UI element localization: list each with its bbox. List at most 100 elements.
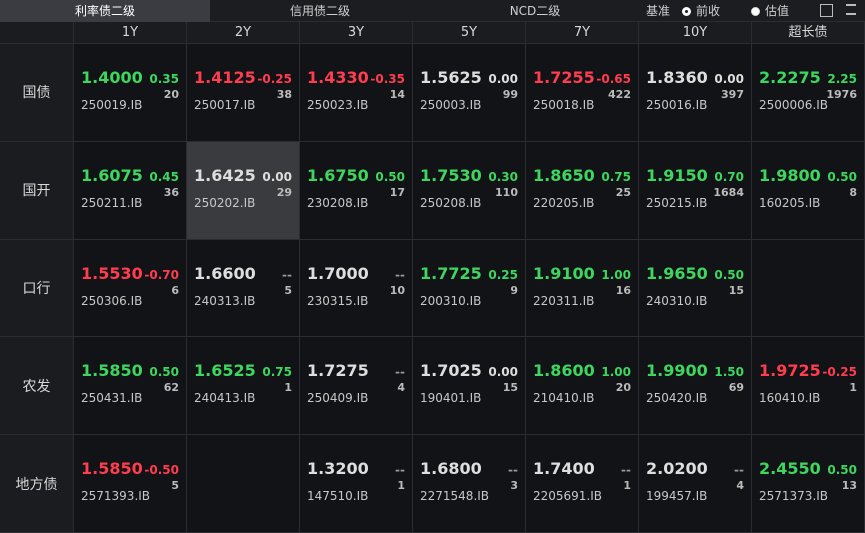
volume: 110: [495, 185, 518, 199]
menu-icon[interactable]: [846, 4, 856, 15]
change: 0.25: [488, 267, 518, 282]
quote-cell[interactable]: 1.6075 0.45 36 250211.IB: [74, 141, 187, 240]
change: -0.25: [822, 365, 857, 380]
quote-cell[interactable]: 2.0200 -- 4 199457.IB: [639, 435, 752, 533]
row-header: 口行: [0, 239, 74, 338]
bond-code: 220311.IB: [533, 293, 595, 308]
yield: 1.7530: [420, 165, 482, 185]
quote-cell[interactable]: 1.7255 -0.65 422 250018.IB: [526, 44, 639, 142]
corner: [0, 22, 74, 44]
volume: 99: [502, 88, 518, 101]
quote-cell[interactable]: 2.4550 0.50 13 2571373.IB: [752, 435, 865, 533]
quote-cell[interactable]: 1.6800 -- 3 2271548.IB: [413, 435, 526, 533]
volume: 14: [389, 88, 405, 101]
quote-cell[interactable]: 1.3200 -- 1 147510.IB: [300, 435, 413, 533]
quote-cell[interactable]: 1.7725 0.25 9 200310.IB: [413, 239, 526, 338]
volume: 1: [623, 479, 631, 493]
bond-code: 250017.IB: [194, 98, 256, 112]
column-header: 5Y: [413, 22, 526, 44]
change: 0.00: [714, 72, 744, 86]
quote-cell[interactable]: 1.9725 -0.25 1 160410.IB: [752, 337, 865, 436]
radio-button[interactable]: [751, 7, 760, 16]
yield: 1.6075: [81, 165, 143, 185]
quote-cell[interactable]: 1.9150 0.70 1684 250215.IB: [639, 141, 752, 240]
bond-code: 2205691.IB: [533, 489, 603, 504]
bond-code: 250431.IB: [81, 391, 143, 406]
column-header: 7Y: [526, 22, 639, 44]
radio-label: 前收: [696, 4, 721, 18]
radio-option[interactable]: 估值: [751, 0, 789, 22]
change: 0.50: [714, 267, 744, 282]
quote-cell[interactable]: 1.7025 0.00 15 190401.IB: [413, 337, 526, 436]
bond-code: 240413.IB: [194, 391, 256, 406]
column-header: 3Y: [300, 22, 413, 44]
yield: 1.5850: [81, 459, 143, 479]
quote-cell[interactable]: 1.4330 -0.35 14 250023.IB: [300, 44, 413, 142]
quote-cell[interactable]: 1.9650 0.50 15 240310.IB: [639, 239, 752, 338]
radio-button[interactable]: [682, 7, 691, 16]
quote-cell[interactable]: 1.8360 0.00 397 250016.IB: [639, 44, 752, 142]
quote-cell[interactable]: 1.6425 0.00 29 250202.IB: [187, 141, 300, 240]
quote-cell[interactable]: 1.5530 -0.70 6 250306.IB: [74, 239, 187, 338]
volume: 17: [389, 185, 405, 199]
volume: 4: [397, 381, 405, 395]
bond-code: 250420.IB: [646, 391, 708, 406]
yield: 1.6800: [420, 459, 482, 479]
quote-cell[interactable]: 1.5850 0.50 62 250431.IB: [74, 337, 187, 436]
quote-cell[interactable]: 1.7400 -- 1 2205691.IB: [526, 435, 639, 533]
bond-code: 2500006.IB: [759, 98, 829, 112]
bond-code: 160205.IB: [759, 195, 821, 210]
tab[interactable]: 信用债二级: [289, 4, 350, 18]
yield: 1.9900: [646, 361, 708, 381]
quote-cell[interactable]: 1.4125 -0.25 38 250017.IB: [187, 44, 300, 142]
quote-cell: [752, 239, 865, 338]
yield: 1.7000: [307, 263, 369, 283]
quote-cell[interactable]: 1.6600 -- 5 240313.IB: [187, 239, 300, 338]
change: 0.35: [149, 72, 179, 86]
column-header: 2Y: [187, 22, 300, 44]
quote-cell[interactable]: 1.7530 0.30 110 250208.IB: [413, 141, 526, 240]
yield: 1.9650: [646, 263, 708, 283]
change: --: [621, 463, 631, 478]
volume: 29: [276, 185, 292, 199]
change: -0.35: [370, 72, 405, 86]
bond-code: 147510.IB: [307, 489, 369, 504]
volume: 36: [163, 185, 179, 199]
volume: 1: [849, 381, 857, 395]
tab[interactable]: NCD二级: [509, 4, 561, 18]
quote-cell[interactable]: 1.7000 -- 10 230315.IB: [300, 239, 413, 338]
volume: 69: [728, 381, 744, 395]
volume: 5: [284, 283, 292, 297]
yield: 1.4000: [81, 68, 143, 87]
quote-cell[interactable]: 1.7275 -- 4 250409.IB: [300, 337, 413, 436]
quote-cell[interactable]: 1.5850 -0.50 5 2571393.IB: [74, 435, 187, 533]
change: 0.50: [375, 169, 405, 184]
volume: 1684: [713, 185, 744, 199]
row-header: 国开: [0, 141, 74, 240]
change: 1.00: [601, 267, 631, 282]
quote-cell[interactable]: 1.9900 1.50 69 250420.IB: [639, 337, 752, 436]
quote-cell[interactable]: 1.9100 1.00 16 220311.IB: [526, 239, 639, 338]
yield: 1.8600: [533, 361, 595, 381]
quote-cell[interactable]: 1.4000 0.35 20 250019.IB: [74, 44, 187, 142]
quote-cell[interactable]: 1.9800 0.50 8 160205.IB: [752, 141, 865, 240]
change: -0.70: [144, 267, 179, 282]
yield: 1.9725: [759, 361, 821, 381]
radio-option[interactable]: 前收: [682, 0, 720, 22]
bond-code: 220205.IB: [533, 195, 595, 210]
layout-icon[interactable]: [820, 4, 833, 17]
quote-cell[interactable]: 2.2275 2.25 1976 2500006.IB: [752, 44, 865, 142]
yield: 1.9800: [759, 165, 821, 185]
tab[interactable]: 利率债二级: [0, 0, 210, 22]
quote-cell[interactable]: 1.8600 1.00 20 210410.IB: [526, 337, 639, 436]
change: 0.00: [262, 169, 292, 184]
yield: 2.0200: [646, 459, 708, 479]
bond-code: 250208.IB: [420, 195, 482, 210]
volume: 20: [163, 88, 179, 101]
volume: 6: [171, 283, 179, 297]
change: 0.50: [827, 169, 857, 184]
quote-cell[interactable]: 1.8650 0.75 25 220205.IB: [526, 141, 639, 240]
quote-cell[interactable]: 1.5625 0.00 99 250003.IB: [413, 44, 526, 142]
quote-cell[interactable]: 1.6525 0.75 1 240413.IB: [187, 337, 300, 436]
quote-cell[interactable]: 1.6750 0.50 17 230208.IB: [300, 141, 413, 240]
